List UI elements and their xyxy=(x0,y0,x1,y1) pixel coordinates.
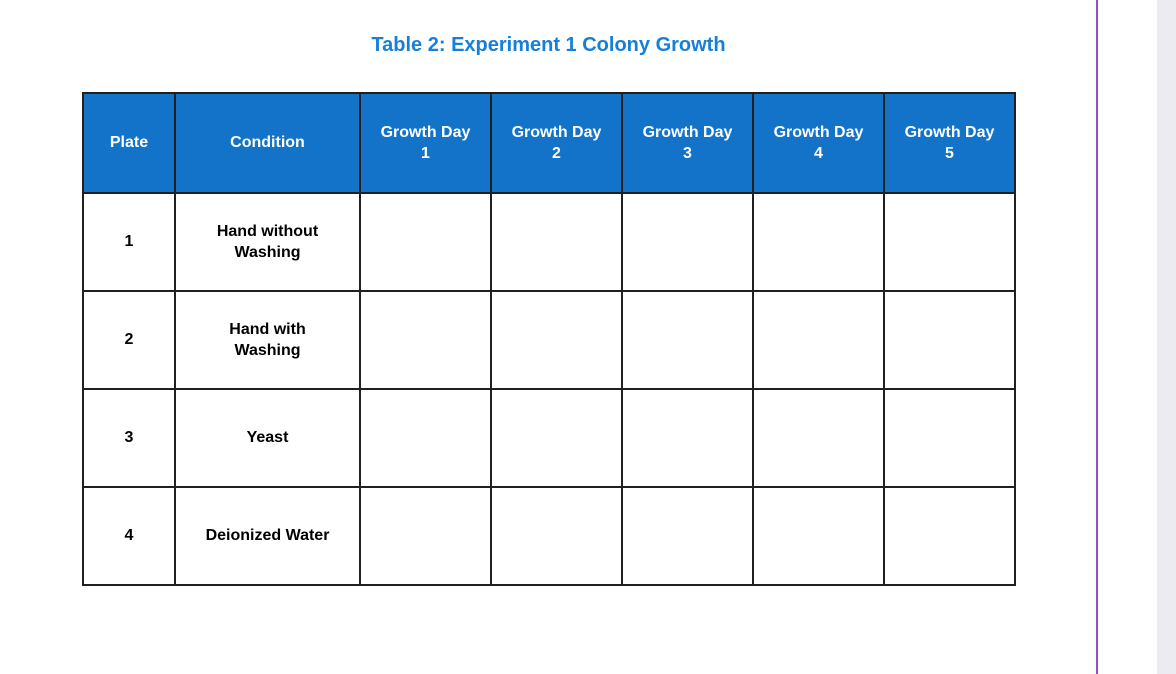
table-title: Table 2: Experiment 1 Colony Growth xyxy=(371,34,726,56)
vertical-scrollbar[interactable] xyxy=(1157,0,1176,674)
condition-cell: Deionized Water xyxy=(174,486,361,586)
table-row: 4 Deionized Water xyxy=(82,486,1016,586)
table-row: 2 Hand with Washing xyxy=(82,290,1016,390)
growth-day-cell xyxy=(490,388,623,488)
growth-day-cell xyxy=(883,192,1016,292)
growth-day-cell xyxy=(359,290,492,390)
growth-day-cell xyxy=(752,486,885,586)
page-margin-line xyxy=(1096,0,1098,674)
growth-day-cell xyxy=(883,388,1016,488)
growth-day-cell xyxy=(359,486,492,586)
plate-cell: 4 xyxy=(82,486,176,586)
growth-day-cell xyxy=(752,290,885,390)
plate-cell: 3 xyxy=(82,388,176,488)
column-header-growth-day-4: Growth Day 4 xyxy=(752,92,885,194)
plate-cell: 1 xyxy=(82,192,176,292)
growth-day-cell xyxy=(490,486,623,586)
column-header-growth-day-5: Growth Day 5 xyxy=(883,92,1016,194)
growth-day-cell xyxy=(752,192,885,292)
growth-day-cell xyxy=(490,290,623,390)
colony-growth-table: Plate Condition Growth Day 1 Growth Day … xyxy=(82,92,1016,586)
condition-cell: Yeast xyxy=(174,388,361,488)
table-row: 3 Yeast xyxy=(82,388,1016,488)
table-row: 1 Hand without Washing xyxy=(82,192,1016,292)
growth-day-cell xyxy=(621,388,754,488)
column-header-condition: Condition xyxy=(174,92,361,194)
column-header-plate: Plate xyxy=(82,92,176,194)
condition-cell: Hand without Washing xyxy=(174,192,361,292)
growth-day-cell xyxy=(621,290,754,390)
document-page: Table 2: Experiment 1 Colony Growth Plat… xyxy=(82,34,1016,586)
column-header-growth-day-1: Growth Day 1 xyxy=(359,92,492,194)
condition-cell: Hand with Washing xyxy=(174,290,361,390)
column-header-growth-day-3: Growth Day 3 xyxy=(621,92,754,194)
growth-day-cell xyxy=(883,486,1016,586)
column-header-growth-day-2: Growth Day 2 xyxy=(490,92,623,194)
plate-cell: 2 xyxy=(82,290,176,390)
growth-day-cell xyxy=(621,192,754,292)
growth-day-cell xyxy=(359,388,492,488)
header-row: Plate Condition Growth Day 1 Growth Day … xyxy=(82,92,1016,194)
growth-day-cell xyxy=(621,486,754,586)
growth-day-cell xyxy=(752,388,885,488)
growth-day-cell xyxy=(883,290,1016,390)
growth-day-cell xyxy=(490,192,623,292)
growth-day-cell xyxy=(359,192,492,292)
